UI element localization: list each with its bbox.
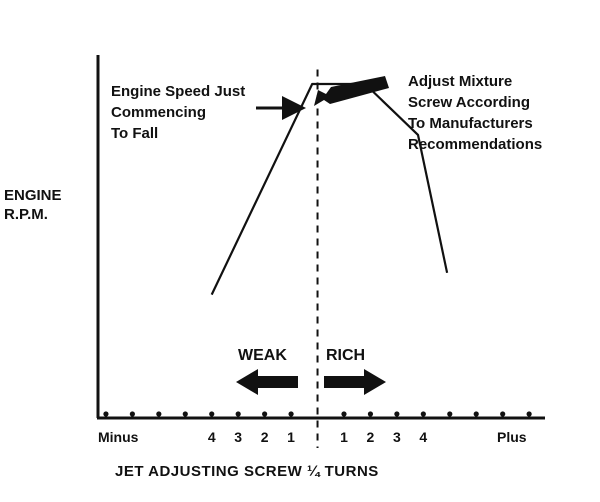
x-axis-dot-1: [129, 411, 135, 417]
x-axis-dot-8: [341, 411, 347, 417]
y-axis-label-line-1: ENGINE: [4, 187, 62, 204]
x-tick-label-0: 4: [208, 429, 216, 445]
x-tick-label-5: 2: [367, 429, 375, 445]
x-tick-label-2: 2: [261, 429, 269, 445]
x-end-label-plus: Plus: [497, 429, 527, 445]
x-tick-label-7: 4: [419, 429, 427, 445]
weak-arrow: [236, 369, 298, 395]
x-axis-dot-13: [473, 411, 479, 417]
annotation-left-line-2: Commencing: [111, 104, 206, 121]
x-axis-dot-15: [526, 411, 532, 417]
x-axis-dot-4: [209, 411, 215, 417]
x-axis-dot-0: [103, 411, 109, 417]
x-axis-dot-3: [182, 411, 188, 417]
x-axis-dot-7: [288, 411, 294, 417]
y-axis-label-line-2: R.P.M.: [4, 206, 48, 223]
x-tick-label-4: 1: [340, 429, 348, 445]
annotation-left-line-3: To Fall: [111, 125, 158, 142]
rich-label: RICH: [326, 347, 365, 364]
x-axis-dot-5: [235, 411, 241, 417]
x-tick-label-3: 1: [287, 429, 295, 445]
x-axis-dot-9: [367, 411, 374, 417]
x-axis-dot-14: [500, 411, 506, 417]
x-axis-dot-12: [447, 411, 453, 417]
annotation-right-line-3: To Manufacturers: [408, 115, 533, 132]
annotation-right-arrow: [314, 76, 389, 106]
x-tick-label-1: 3: [234, 429, 242, 445]
annotation-right-line-4: Recommendations: [408, 136, 542, 153]
weak-label: WEAK: [238, 347, 287, 364]
x-axis-dot-6: [262, 411, 268, 417]
annotation-right-line-1: Adjust Mixture: [408, 73, 512, 90]
annotation-right-line-2: Screw According: [408, 94, 530, 111]
x-axis-dot-2: [156, 411, 162, 417]
x-end-label-minus: Minus: [98, 429, 139, 445]
x-axis-label: JET ADJUSTING SCREW ¼ TURNS: [115, 463, 379, 480]
rich-arrow: [324, 369, 386, 395]
x-axis-dot-11: [420, 411, 426, 417]
x-tick-label-6: 3: [393, 429, 401, 445]
x-axis-dot-10: [394, 411, 400, 417]
annotation-left-line-1: Engine Speed Just: [111, 83, 245, 100]
